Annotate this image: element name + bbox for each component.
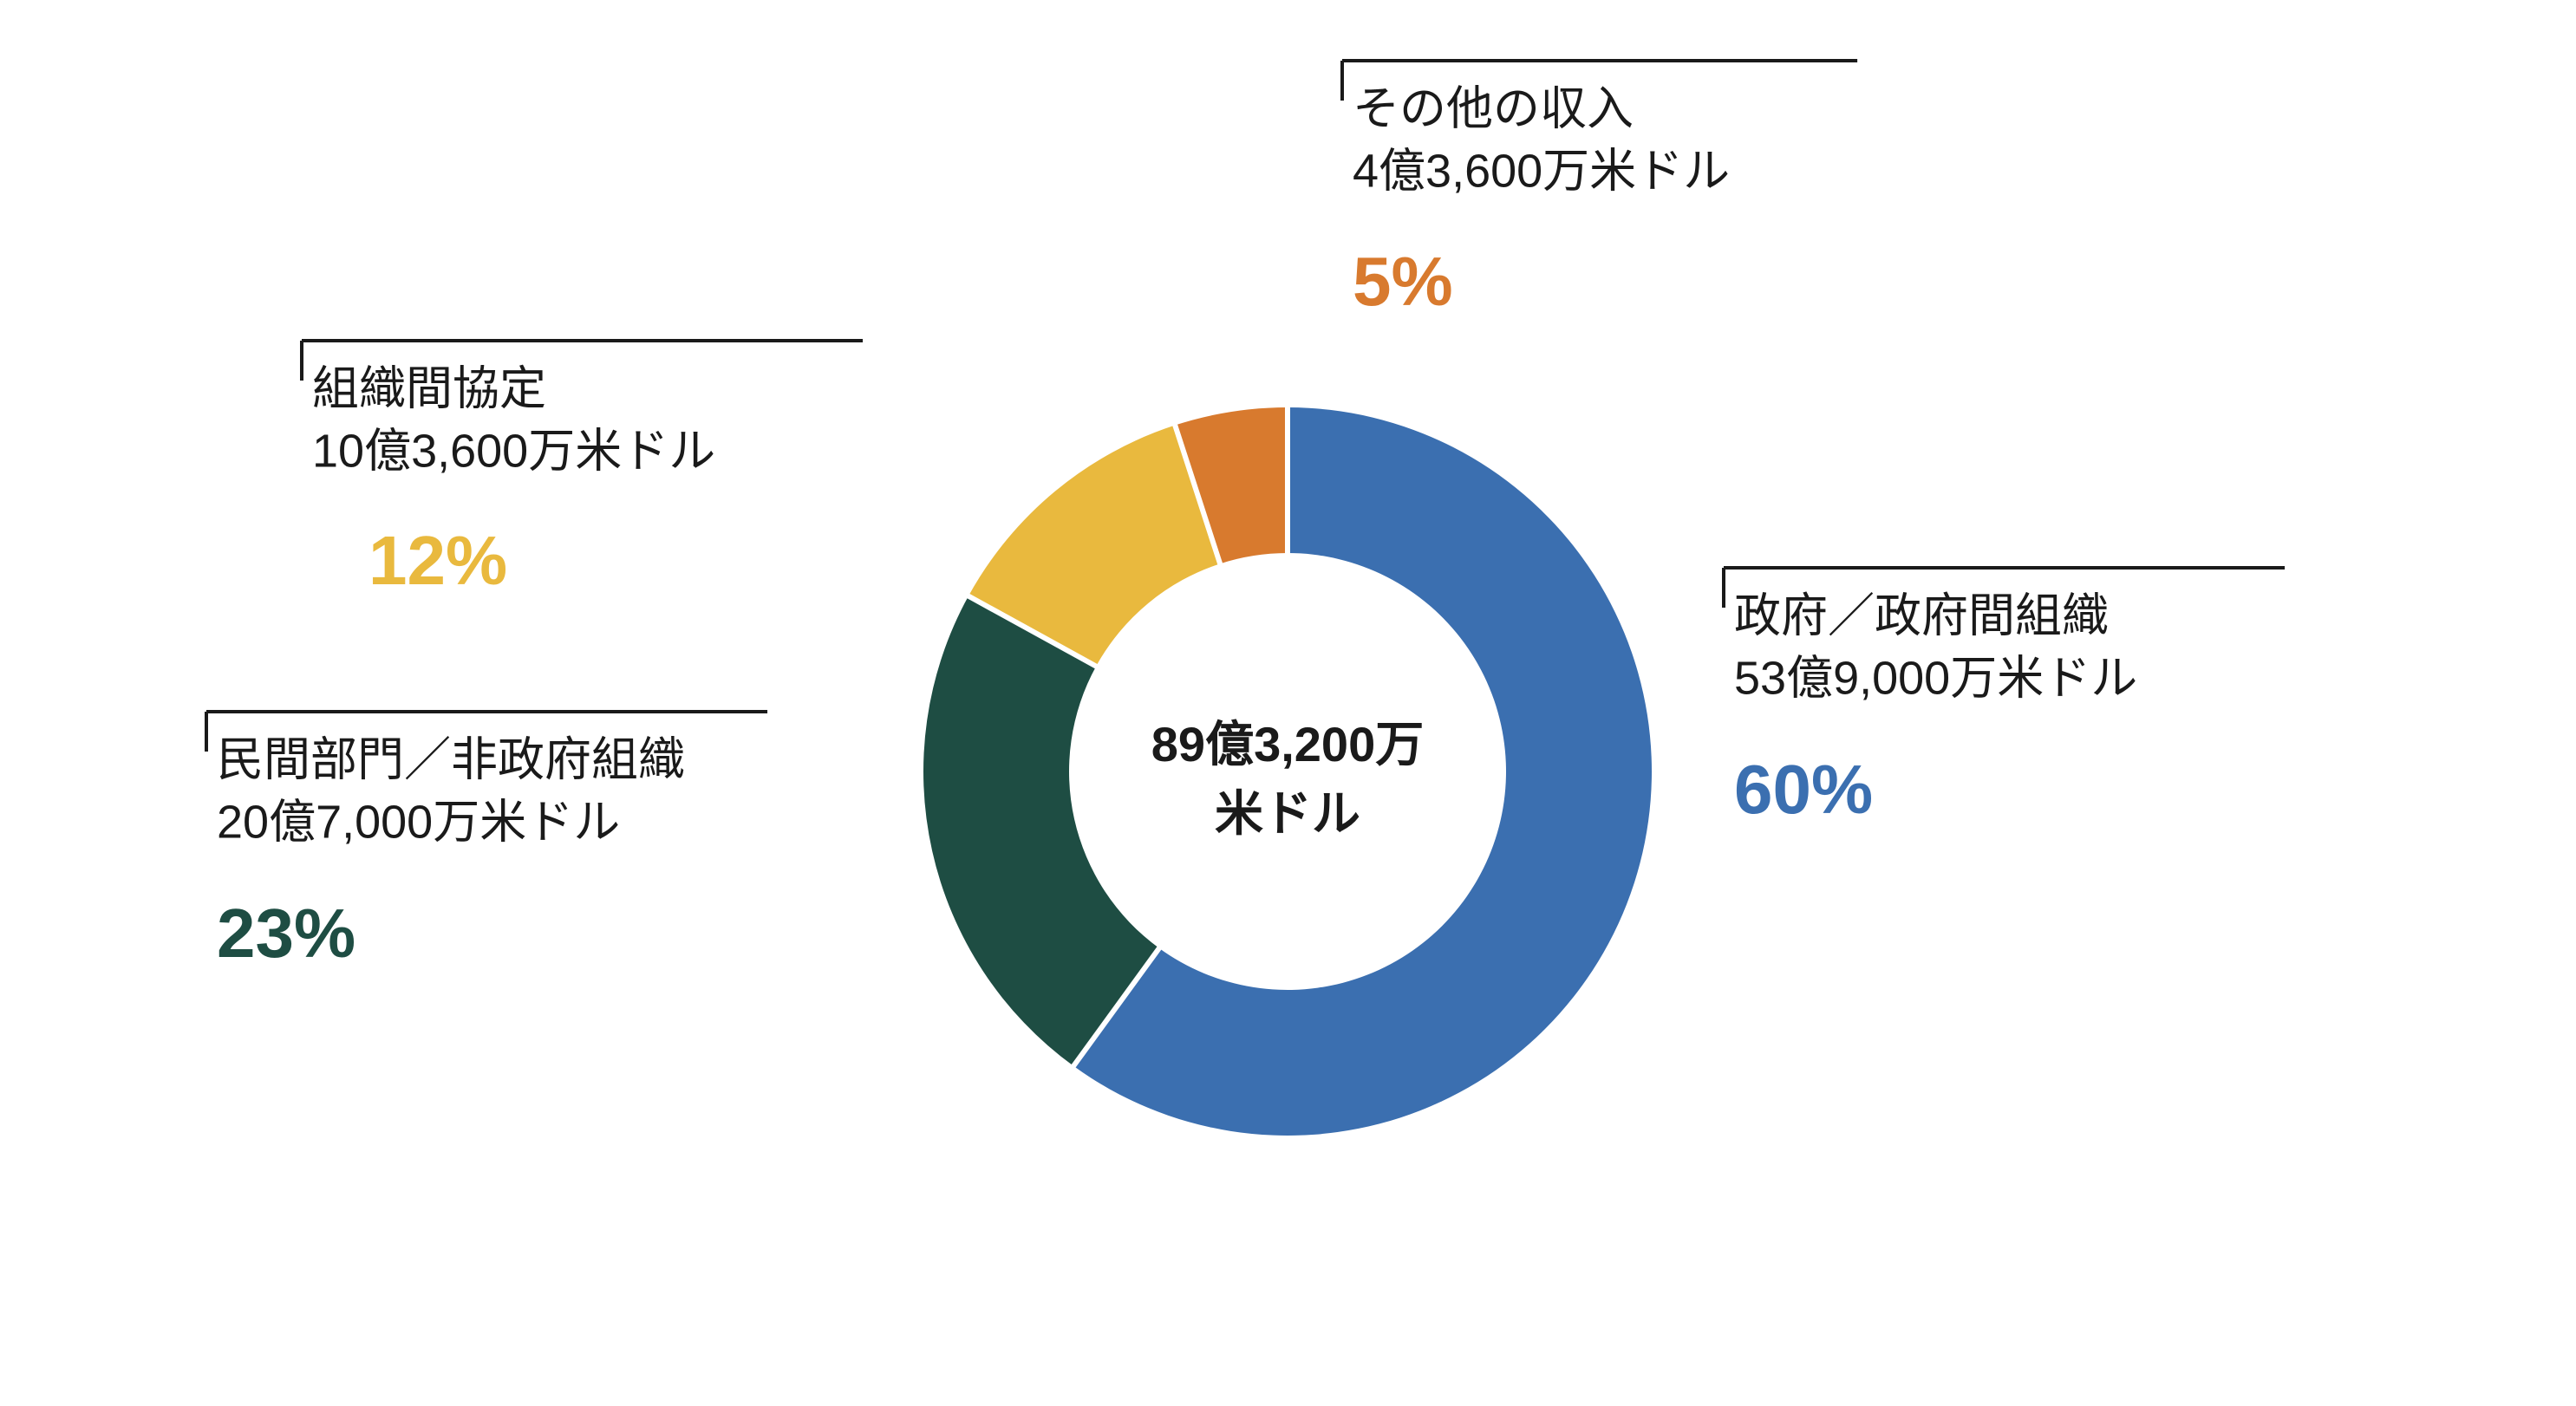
label-title-private: 民間部門／非政府組織	[217, 734, 685, 786]
label-pct-gov: 60%	[1734, 751, 1873, 828]
label-title-gov: 政府／政府間組織	[1734, 590, 2109, 642]
label-pct-interorg: 12%	[368, 522, 507, 599]
label-title-interorg: 組織間協定	[312, 363, 546, 415]
donut-chart: 89億3,200万米ドル 政府／政府間組織 53億9,000万米ドル 60% 民間部門／…	[0, 0, 2576, 1406]
label-amount-interorg: 10億3,600万米ドル	[312, 426, 715, 478]
center-line1: 89億3,200万	[1151, 717, 1424, 771]
label-amount-gov: 53億9,000万米ドル	[1734, 653, 2137, 705]
label-pct-other: 5%	[1353, 243, 1453, 320]
label-pct-private: 23%	[217, 895, 355, 972]
label-title-other: その他の収入	[1353, 83, 1634, 135]
chart-svg: 89億3,200万米ドル 政府／政府間組織 53億9,000万米ドル 60% 民間部門／…	[0, 0, 2576, 1406]
center-line2: 米ドル	[1215, 786, 1360, 841]
label-amount-other: 4億3,600万米ドル	[1353, 146, 1730, 198]
label-amount-private: 20億7,000万米ドル	[217, 797, 620, 849]
